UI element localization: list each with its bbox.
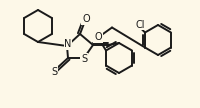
Text: S: S — [51, 67, 57, 77]
Text: Cl: Cl — [135, 20, 145, 29]
Text: O: O — [94, 33, 102, 43]
Text: O: O — [82, 14, 90, 24]
Text: S: S — [81, 54, 87, 64]
Text: N: N — [64, 39, 72, 49]
